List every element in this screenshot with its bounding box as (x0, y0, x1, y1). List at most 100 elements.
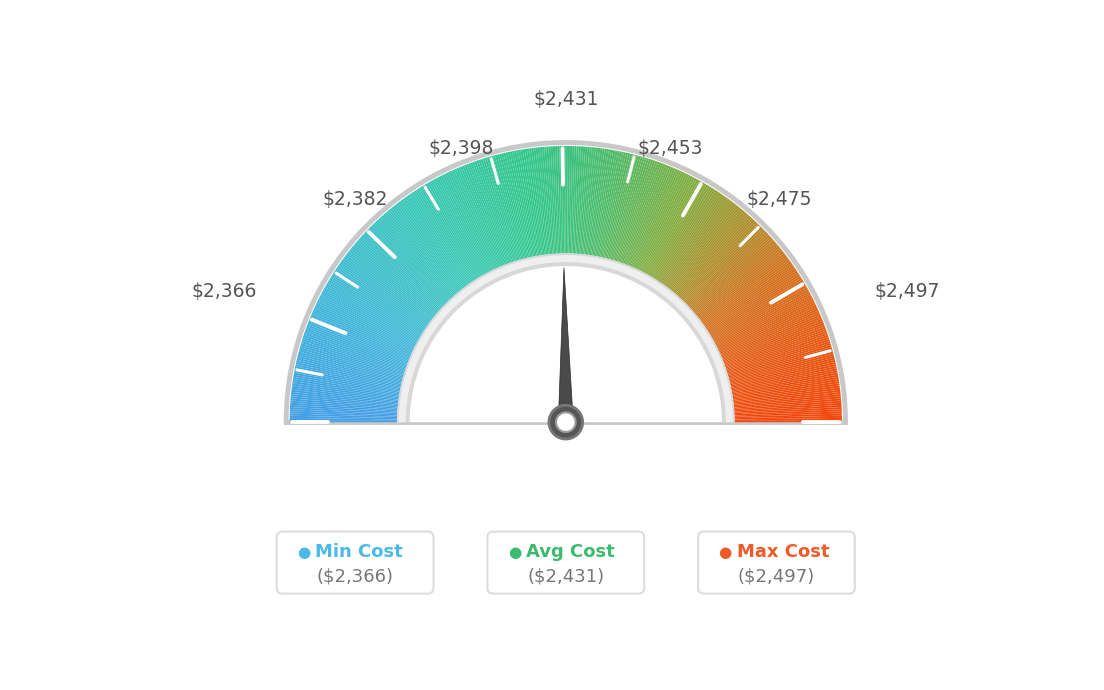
Wedge shape (680, 219, 755, 299)
Wedge shape (732, 381, 839, 398)
Wedge shape (670, 206, 739, 290)
Wedge shape (290, 396, 399, 408)
Wedge shape (726, 341, 830, 374)
Wedge shape (733, 386, 840, 401)
Text: $2,453: $2,453 (637, 139, 703, 158)
Wedge shape (371, 226, 447, 303)
Wedge shape (453, 170, 498, 268)
Wedge shape (535, 148, 549, 255)
Wedge shape (694, 244, 778, 315)
Wedge shape (553, 146, 560, 254)
Wedge shape (403, 197, 468, 286)
Wedge shape (314, 306, 413, 353)
Wedge shape (677, 214, 749, 296)
Wedge shape (731, 366, 837, 389)
Wedge shape (734, 413, 842, 418)
Wedge shape (393, 206, 461, 290)
Wedge shape (622, 161, 659, 264)
Wedge shape (290, 400, 397, 411)
Wedge shape (546, 146, 555, 254)
Wedge shape (338, 265, 427, 328)
Wedge shape (376, 219, 452, 299)
Wedge shape (529, 148, 544, 255)
Wedge shape (291, 386, 399, 401)
Wedge shape (300, 343, 404, 375)
Wedge shape (716, 297, 813, 347)
Wedge shape (330, 276, 423, 334)
Wedge shape (732, 375, 838, 395)
Wedge shape (637, 172, 686, 270)
Wedge shape (289, 413, 397, 418)
Wedge shape (625, 164, 666, 265)
Wedge shape (328, 279, 422, 337)
Wedge shape (414, 190, 475, 282)
Wedge shape (344, 255, 432, 321)
Wedge shape (478, 159, 513, 262)
Wedge shape (567, 146, 570, 254)
Wedge shape (733, 394, 841, 406)
Wedge shape (734, 407, 841, 414)
Wedge shape (718, 303, 816, 351)
Wedge shape (684, 227, 763, 304)
Wedge shape (683, 224, 760, 302)
Wedge shape (565, 146, 567, 254)
Wedge shape (673, 209, 743, 293)
Wedge shape (331, 274, 424, 333)
Wedge shape (475, 161, 511, 263)
Wedge shape (733, 388, 840, 402)
Wedge shape (373, 222, 449, 301)
Wedge shape (558, 146, 562, 254)
Wedge shape (731, 368, 837, 391)
Text: $2,382: $2,382 (322, 190, 388, 209)
Wedge shape (701, 258, 789, 323)
Wedge shape (383, 214, 455, 296)
Wedge shape (293, 381, 400, 398)
Wedge shape (454, 169, 499, 268)
Wedge shape (733, 396, 841, 408)
Text: ($2,431): ($2,431) (528, 567, 604, 585)
Wedge shape (564, 146, 565, 254)
Wedge shape (734, 415, 842, 420)
Wedge shape (423, 184, 480, 278)
Wedge shape (597, 151, 619, 257)
Wedge shape (682, 222, 758, 301)
Wedge shape (652, 186, 710, 279)
Wedge shape (408, 194, 471, 284)
Wedge shape (624, 163, 664, 264)
Wedge shape (606, 154, 635, 259)
Wedge shape (396, 253, 735, 422)
Wedge shape (709, 276, 802, 334)
Wedge shape (734, 403, 841, 412)
Wedge shape (603, 152, 628, 258)
Wedge shape (369, 227, 447, 304)
Wedge shape (438, 176, 489, 273)
Wedge shape (351, 246, 436, 316)
Wedge shape (733, 392, 840, 405)
Wedge shape (473, 161, 510, 264)
Wedge shape (730, 355, 835, 383)
Wedge shape (464, 165, 505, 266)
Wedge shape (679, 218, 753, 299)
Wedge shape (639, 173, 688, 271)
Wedge shape (646, 179, 699, 275)
Wedge shape (634, 170, 679, 268)
Wedge shape (295, 366, 401, 389)
Wedge shape (555, 146, 561, 254)
Wedge shape (688, 232, 767, 307)
Wedge shape (368, 228, 446, 305)
Wedge shape (506, 152, 530, 258)
Wedge shape (340, 262, 428, 325)
Wedge shape (587, 148, 603, 255)
Wedge shape (594, 150, 614, 256)
Wedge shape (380, 217, 454, 297)
Wedge shape (487, 157, 519, 261)
Wedge shape (732, 373, 838, 393)
Wedge shape (289, 420, 397, 422)
Wedge shape (655, 188, 714, 280)
Wedge shape (382, 215, 455, 297)
Wedge shape (724, 328, 827, 366)
Wedge shape (300, 345, 404, 377)
Wedge shape (692, 239, 774, 312)
Wedge shape (733, 383, 839, 400)
Wedge shape (297, 355, 402, 383)
